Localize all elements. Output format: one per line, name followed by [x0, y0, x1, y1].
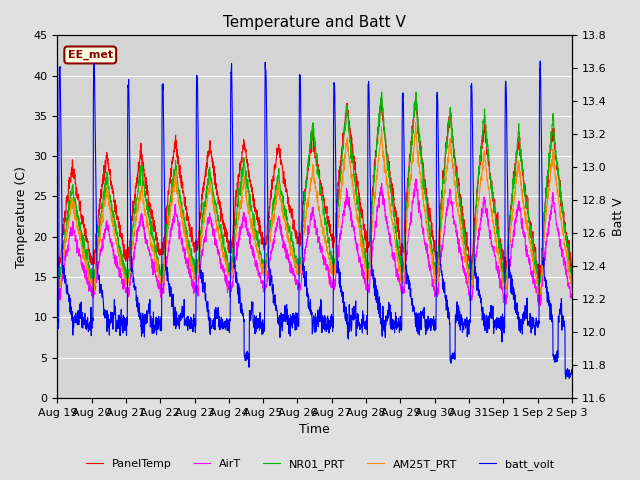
AM25T_PRT [412, 120, 419, 126]
PanelTemp [197, 215, 205, 221]
AM25T_PRT [197, 233, 205, 239]
Y-axis label: Temperature (C): Temperature (C) [15, 166, 28, 267]
Y-axis label: Batt V: Batt V [612, 197, 625, 236]
AirT [537, 302, 545, 308]
Line: AirT: AirT [58, 179, 572, 305]
Line: NR01_PRT: NR01_PRT [58, 92, 572, 289]
AM25T_PRT [537, 289, 545, 295]
AirT [464, 285, 472, 290]
Line: batt_volt: batt_volt [58, 61, 572, 379]
batt_volt [536, 58, 544, 64]
AM25T_PRT [329, 265, 337, 271]
batt_volt [340, 304, 348, 310]
NR01_PRT [537, 278, 545, 284]
batt_volt [464, 327, 472, 333]
Title: Temperature and Batt V: Temperature and Batt V [223, 15, 406, 30]
batt_volt [329, 324, 337, 330]
AirT [537, 297, 545, 303]
NR01_PRT [54, 276, 61, 281]
AM25T_PRT [568, 289, 576, 295]
NR01_PRT [534, 287, 542, 292]
Line: PanelTemp: PanelTemp [58, 96, 572, 279]
batt_volt [54, 324, 61, 329]
Text: EE_met: EE_met [68, 50, 113, 60]
AirT [523, 248, 531, 253]
PanelTemp [412, 93, 420, 98]
PanelTemp [536, 276, 543, 282]
X-axis label: Time: Time [300, 423, 330, 436]
NR01_PRT [197, 228, 205, 234]
batt_volt [197, 268, 205, 274]
NR01_PRT [340, 130, 348, 135]
PanelTemp [537, 268, 545, 274]
NR01_PRT [523, 200, 531, 206]
AM25T_PRT [523, 222, 531, 228]
AM25T_PRT [464, 266, 472, 272]
NR01_PRT [568, 278, 576, 284]
Legend: PanelTemp, AirT, NR01_PRT, AM25T_PRT, batt_volt: PanelTemp, AirT, NR01_PRT, AM25T_PRT, ba… [81, 455, 559, 474]
NR01_PRT [464, 269, 472, 275]
PanelTemp [54, 251, 61, 257]
Line: AM25T_PRT: AM25T_PRT [58, 123, 572, 295]
AirT [568, 292, 576, 298]
NR01_PRT [378, 89, 385, 95]
NR01_PRT [329, 264, 337, 270]
batt_volt [562, 376, 570, 382]
AirT [54, 287, 61, 293]
PanelTemp [329, 243, 337, 249]
AM25T_PRT [340, 167, 348, 173]
batt_volt [522, 306, 530, 312]
AirT [340, 205, 348, 211]
PanelTemp [340, 124, 348, 130]
AM25T_PRT [536, 292, 544, 298]
AM25T_PRT [54, 280, 61, 286]
batt_volt [568, 370, 576, 376]
PanelTemp [464, 247, 472, 253]
batt_volt [537, 95, 545, 100]
PanelTemp [568, 272, 576, 277]
AirT [412, 176, 420, 182]
AirT [197, 260, 205, 265]
AirT [329, 285, 337, 290]
PanelTemp [523, 194, 531, 200]
